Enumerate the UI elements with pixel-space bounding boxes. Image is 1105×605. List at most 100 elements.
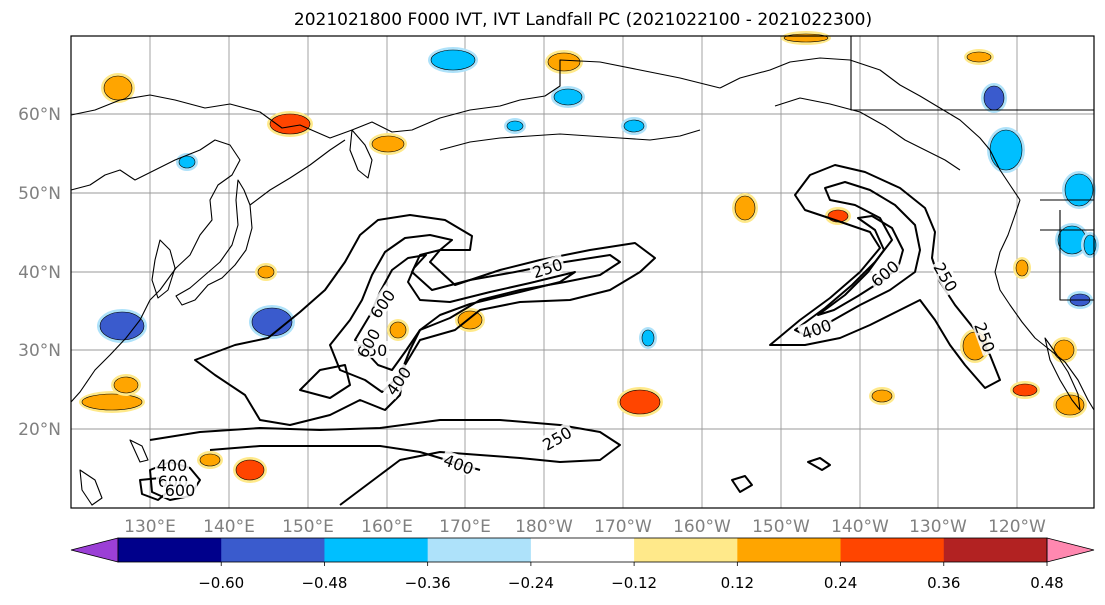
- ivt-contour-8: [769, 164, 1001, 389]
- pc-shading-blob: [732, 193, 758, 223]
- x-tick-label: 160°W: [673, 517, 731, 537]
- pc-shading-blob: [1010, 381, 1040, 399]
- colorbar-tick-label: −0.24: [508, 574, 554, 592]
- contour-label: 400: [797, 314, 836, 344]
- colorbar-extend-high: [1046, 537, 1095, 563]
- coastlines: [70, 36, 1095, 506]
- colorbar-tick-label: −0.48: [301, 574, 347, 592]
- pc-shading-blob: [97, 309, 147, 343]
- ivt-contours: [139, 164, 1001, 506]
- colorbar-tick-label: 0.48: [1030, 574, 1063, 592]
- x-tick-label: 140°W: [831, 517, 889, 537]
- coastline-5: [439, 129, 701, 151]
- coastline-12: [129, 439, 149, 463]
- pc-shading-blob: [233, 457, 267, 483]
- coastline-2: [175, 179, 253, 306]
- pc-shading-blob: [869, 387, 895, 405]
- ivt-contour-11: [807, 457, 831, 471]
- colorbar-tick-label: −0.12: [611, 574, 657, 592]
- coastline-7: [774, 97, 961, 171]
- pc-shading-blob: [455, 308, 485, 332]
- x-tick-label: 170°E: [439, 517, 491, 537]
- colorbar-tick-label: 0.36: [927, 574, 960, 592]
- coastline-11: [79, 469, 103, 506]
- ivt-contour-10: [817, 215, 904, 316]
- colorbar-segment: [118, 538, 222, 562]
- coastline-10: [850, 36, 1094, 301]
- colorbar-frame: [117, 537, 1048, 563]
- pc-shading-blob: [1055, 223, 1089, 257]
- coastline-8: [994, 199, 1095, 411]
- pc-shading-blob: [504, 118, 526, 134]
- map-frame: [70, 35, 1095, 509]
- contour-label-text: 600: [165, 481, 196, 500]
- colorbar-segment: [737, 538, 842, 562]
- x-tick-label: 130°E: [124, 517, 176, 537]
- x-tick-label: 170°W: [594, 517, 652, 537]
- pc-shading-blob: [249, 305, 295, 339]
- y-tick-label: 50°N: [18, 184, 61, 204]
- x-axis-tick-labels: 130°E 140°E 150°E 160°E 170°E 180°W 170°W 160°W…: [124, 517, 1046, 537]
- pc-shading-blob: [197, 451, 223, 469]
- ivt-contour-0: [194, 214, 656, 426]
- y-tick-label: 60°N: [18, 105, 61, 125]
- coastline-3: [349, 129, 373, 179]
- pc-shading-blob: [1062, 171, 1096, 209]
- x-tick-label: 150°E: [282, 517, 334, 537]
- pc-shading-blob: [267, 111, 313, 137]
- coastline-6: [719, 57, 1021, 201]
- pc-shading-blob: [1081, 232, 1099, 258]
- ivt-contour-3: [354, 254, 576, 371]
- pc-shading-blob: [639, 327, 657, 349]
- pc-shading-blob: [825, 207, 851, 225]
- y-tick-label: 30°N: [18, 341, 61, 361]
- pc-shading-blob: [255, 263, 277, 281]
- ivt-contour-12: [731, 475, 753, 493]
- pc-shading-blob: [551, 86, 585, 108]
- pc-shading-blob: [1051, 337, 1077, 363]
- chart-title: 2021021800 F000 IVT, IVT Landfall PC (20…: [294, 10, 872, 30]
- colorbar-segment: [221, 538, 325, 562]
- pc-shading-blob: [387, 319, 409, 341]
- contour-label-text: 400: [157, 456, 188, 475]
- colorbar-tick-label: 0.12: [721, 574, 754, 592]
- pc-shading-blob: [781, 31, 831, 45]
- colorbar-tick-labels: −0.60 −0.48 −0.36 −0.24 −0.12 0.12 0.24 0.36 0.4…: [198, 562, 1064, 592]
- pc-shading-blob: [369, 133, 407, 155]
- colorbar: [70, 537, 1095, 563]
- colorbar-tick-label: −0.36: [405, 574, 451, 592]
- x-tick-label: 140°E: [203, 517, 255, 537]
- contour-label: 400: [155, 456, 189, 475]
- colorbar-segment: [840, 538, 945, 562]
- pc-shading-blob: [545, 50, 583, 74]
- coastline-9: [1044, 337, 1081, 411]
- coastline-1: [151, 239, 176, 299]
- pc-shading-blob: [981, 83, 1007, 113]
- colorbar-segment: [943, 538, 1048, 562]
- pc-shading-blob: [111, 374, 141, 396]
- colorbar-segment: [324, 538, 429, 562]
- pc-shading-blob: [617, 387, 663, 417]
- x-tick-label: 180°W: [515, 517, 573, 537]
- pc-shading-blob: [964, 49, 994, 65]
- x-tick-label: 160°E: [361, 517, 413, 537]
- x-tick-label: 150°W: [752, 517, 810, 537]
- pc-shading-blob: [1013, 257, 1031, 279]
- colorbar-tick-label: 0.24: [824, 574, 857, 592]
- ivt-contour-4: [149, 419, 621, 506]
- colorbar-segment: [427, 538, 532, 562]
- contour-label: 600: [163, 481, 197, 500]
- pc-shading-blob: [621, 117, 647, 135]
- coastline-4: [249, 139, 346, 206]
- coastline-0: [70, 59, 721, 403]
- pc-shading-blob: [79, 391, 145, 413]
- y-axis-tick-labels: 20°N 30°N 40°N 50°N 60°N: [18, 105, 61, 440]
- colorbar-tick-label: −0.60: [198, 574, 244, 592]
- y-tick-label: 20°N: [18, 420, 61, 440]
- map-panel: 2502502502502504004004004006006006006006…: [70, 31, 1099, 509]
- colorbar-segment: [634, 538, 738, 562]
- ivt-contour-1: [299, 364, 351, 399]
- ivt-contour-2: [329, 234, 621, 393]
- x-tick-label: 130°W: [909, 517, 967, 537]
- y-tick-label: 40°N: [18, 263, 61, 283]
